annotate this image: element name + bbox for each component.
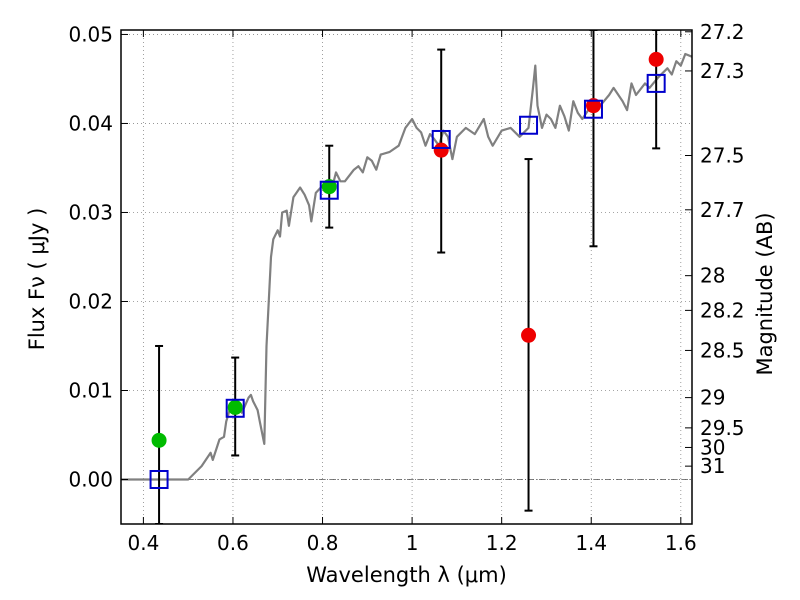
template-spectrum-line xyxy=(121,52,692,481)
x-axis-label: Wavelength λ (μm) xyxy=(306,563,507,587)
red-data-point xyxy=(648,51,664,67)
x-tick-label: 1.4 xyxy=(575,531,607,555)
y-tick-label: 0.00 xyxy=(68,467,113,491)
y2-tick-label: 27.5 xyxy=(700,144,745,168)
y2-tick-label: 31 xyxy=(700,454,725,478)
blue-square-marker xyxy=(225,398,245,418)
green-data-point xyxy=(227,399,243,415)
y2-tick-label: 28.2 xyxy=(700,298,745,322)
y2-tick-label: 27.3 xyxy=(700,59,745,83)
data-series xyxy=(121,30,692,524)
y2-tick-label: 27.2 xyxy=(700,20,745,44)
blue-square-marker xyxy=(149,469,169,489)
red-data-point xyxy=(585,98,601,114)
y-axis-label: Flux Fν ( μJy ) xyxy=(25,208,49,351)
x-tick-label: 0.6 xyxy=(217,531,249,555)
y-tick-label: 0.05 xyxy=(68,22,113,46)
y-tick-label: 0.01 xyxy=(68,378,113,402)
blue-square-marker xyxy=(519,115,539,135)
y-tick-label: 0.04 xyxy=(68,111,113,135)
y2-tick-label: 29.5 xyxy=(700,416,745,440)
y2-tick-label: 28.5 xyxy=(700,338,745,362)
red-data-point xyxy=(433,142,449,158)
y2-tick-label: 27.7 xyxy=(700,198,745,222)
grid-lines xyxy=(121,30,692,524)
axes: 0.4 0.6 0.8 1 1.2 1.4 1.6 0.00 0.01 0.02 0.03 0.04 0… xyxy=(68,20,744,555)
x-tick-label: 1.6 xyxy=(665,531,697,555)
y2-tick-label: 28 xyxy=(700,264,725,288)
y2-tick-label: 30 xyxy=(700,435,725,459)
x-tick-label: 0.8 xyxy=(307,531,339,555)
blue-square-marker xyxy=(319,180,339,200)
plot-frame xyxy=(120,29,693,525)
y2-axis-label: Magnitude (AB) xyxy=(753,212,777,375)
y-tick-label: 0.02 xyxy=(68,289,113,313)
x-tick-label: 1.2 xyxy=(486,531,518,555)
green-data-point xyxy=(321,179,337,195)
blue-square-marker xyxy=(431,129,451,149)
red-data-point xyxy=(521,327,537,343)
blue-square-marker xyxy=(583,99,603,119)
x-tick-label: 0.4 xyxy=(127,531,159,555)
error-bar xyxy=(652,30,661,150)
y-tick-label: 0.03 xyxy=(68,200,113,224)
x-tick-label: 1 xyxy=(406,531,419,555)
error-bar xyxy=(589,30,598,248)
blue-square-marker xyxy=(646,73,666,93)
green-data-point xyxy=(151,432,167,448)
y2-tick-label: 29 xyxy=(700,386,725,410)
